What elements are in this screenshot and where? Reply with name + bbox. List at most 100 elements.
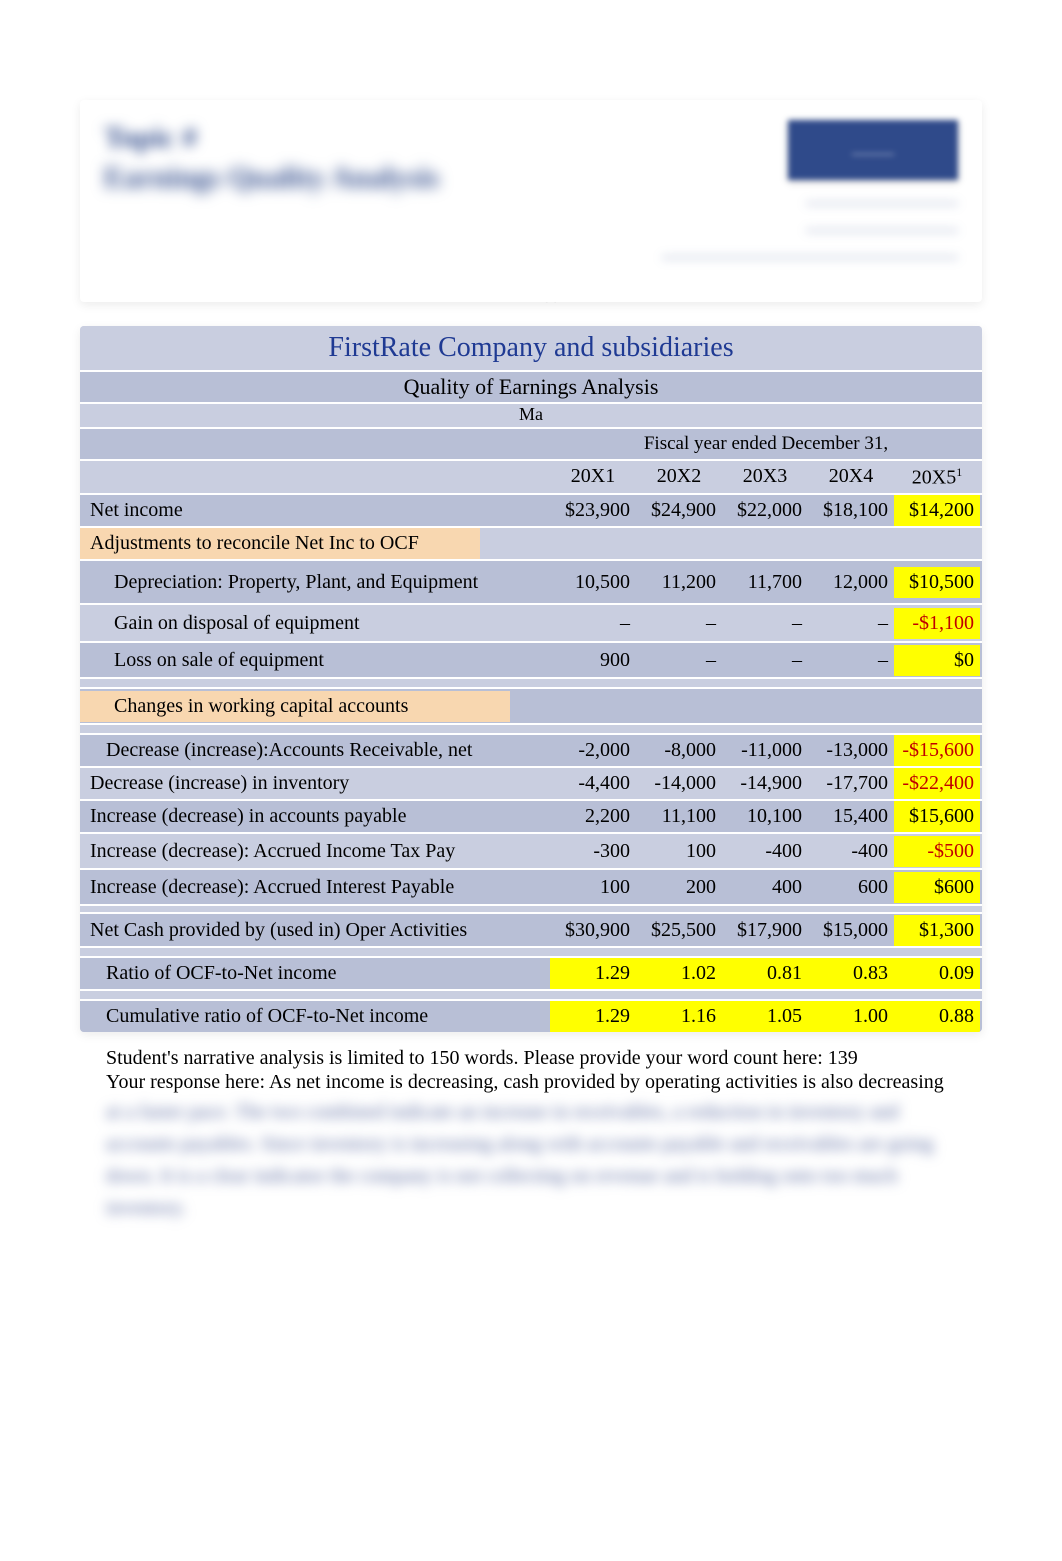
loss-x2: – <box>636 645 722 676</box>
label-int: Increase (decrease): Accrued Interest Pa… <box>80 872 550 903</box>
int-x2: 200 <box>636 872 722 903</box>
narrative-line-2: Your response here: As net income is dec… <box>106 1070 956 1094</box>
ar-x1: -2,000 <box>550 735 636 766</box>
spacer-5 <box>80 991 982 1001</box>
header-right-line-2: ___________________ <box>806 215 958 234</box>
cum-x2: 1.16 <box>636 1001 722 1032</box>
row-int: Increase (decrease): Accrued Interest Pa… <box>80 870 982 906</box>
ocf-x3: $17,900 <box>722 915 808 946</box>
ni-x4: $18,100 <box>808 495 894 526</box>
year-20x3: 20X3 <box>722 461 808 492</box>
row-net-income: Net income $23,900 $24,900 $22,000 $18,1… <box>80 495 982 528</box>
int-x5: $600 <box>894 872 980 903</box>
row-ratio: Ratio of OCF-to-Net income 1.29 1.02 0.8… <box>80 958 982 991</box>
ar-x3: -11,000 <box>722 735 808 766</box>
ap-x1: 2,200 <box>550 801 636 832</box>
narrative-block: Student's narrative analysis is limited … <box>80 1032 982 1244</box>
ratio-x4: 0.83 <box>808 958 894 989</box>
header-card: Topic # Earnings Quality Analysis ______… <box>80 100 982 302</box>
label-ap: Increase (decrease) in accounts payable <box>80 801 550 832</box>
row-ap: Increase (decrease) in accounts payable … <box>80 801 982 834</box>
row-tax: Increase (decrease): Accrued Income Tax … <box>80 834 982 870</box>
gain-x1: – <box>550 608 636 639</box>
row-ar: Decrease (increase):Accounts Receivable,… <box>80 735 982 768</box>
spacer-3 <box>80 906 982 914</box>
label-adj-header: Adjustments to reconcile Net Inc to OCF <box>80 528 480 559</box>
label-wc-header: Changes in working capital accounts <box>80 691 510 722</box>
row-ocf: Net Cash provided by (used in) Oper Acti… <box>80 914 982 948</box>
inv-x1: -4,400 <box>550 768 636 799</box>
loss-x1: 900 <box>550 645 636 676</box>
ratio-x2: 1.02 <box>636 958 722 989</box>
label-tax: Increase (decrease): Accrued Income Tax … <box>80 836 550 867</box>
row-inv: Decrease (increase) in inventory -4,400 … <box>80 768 982 801</box>
subtitle-text: Quality of Earnings Analysis <box>80 372 982 402</box>
gain-x4: – <box>808 608 894 639</box>
fiscal-year-row: Fiscal year ended December 31, <box>80 429 982 461</box>
inv-x2: -14,000 <box>636 768 722 799</box>
label-ocf: Net Cash provided by (used in) Oper Acti… <box>80 915 550 946</box>
ap-x3: 10,100 <box>722 801 808 832</box>
year-20x1: 20X1 <box>550 461 636 492</box>
loss-x4: – <box>808 645 894 676</box>
row-wc-header: Changes in working capital accounts <box>80 689 982 725</box>
row-gain: Gain on disposal of equipment – – – – -$… <box>80 605 982 643</box>
dep-x1: 10,500 <box>550 567 636 598</box>
header-right: ______ ___________________ _____________… <box>662 120 958 262</box>
label-depreciation: Depreciation: Property, Plant, and Equip… <box>80 567 550 598</box>
ni-x3: $22,000 <box>722 495 808 526</box>
tax-x1: -300 <box>550 836 636 867</box>
label-ratio: Ratio of OCF-to-Net income <box>80 958 550 989</box>
spacer-1 <box>80 679 982 689</box>
label-gain: Gain on disposal of equipment <box>80 608 550 639</box>
row-cum: Cumulative ratio of OCF-to-Net income 1.… <box>80 1001 982 1032</box>
dep-x3: 11,700 <box>722 567 808 598</box>
ocf-x2: $25,500 <box>636 915 722 946</box>
header-subtitle-blur: Earnings Quality Analysis <box>104 160 662 196</box>
blue-badge: ______ <box>788 120 958 180</box>
gain-x5: -$1,100 <box>894 608 980 639</box>
inv-x3: -14,900 <box>722 768 808 799</box>
dep-x4: 12,000 <box>808 567 894 598</box>
int-x1: 100 <box>550 872 636 903</box>
spacer-4 <box>80 948 982 958</box>
loss-x5: $0 <box>894 645 980 676</box>
ni-x5: $14,200 <box>894 495 980 526</box>
tiny-row: Ma <box>80 404 982 429</box>
year-header-row: 20X1 20X2 20X3 20X4 20X51 <box>80 461 982 496</box>
ocf-x4: $15,000 <box>808 915 894 946</box>
header-title-blur: Topic # <box>104 120 662 156</box>
ni-x1: $23,900 <box>550 495 636 526</box>
narrative-blur: at a faster pace. The two combined indic… <box>106 1096 956 1224</box>
year-20x5: 20X51 <box>894 461 980 494</box>
ar-x5: -$15,600 <box>894 735 980 766</box>
inv-x5: -$22,400 <box>894 768 980 799</box>
dep-x2: 11,200 <box>636 567 722 598</box>
loss-x3: – <box>722 645 808 676</box>
int-x4: 600 <box>808 872 894 903</box>
tax-x5: -$500 <box>894 836 980 867</box>
gain-x2: – <box>636 608 722 639</box>
header-right-line-1: ___________________ <box>806 188 958 207</box>
label-ar: Decrease (increase):Accounts Receivable,… <box>80 735 550 766</box>
inv-x4: -17,700 <box>808 768 894 799</box>
cum-x4: 1.00 <box>808 1001 894 1032</box>
label-inv: Decrease (increase) in inventory <box>80 768 550 799</box>
earnings-table: FirstRate Company and subsidiaries Quali… <box>80 326 982 1033</box>
ap-x4: 15,400 <box>808 801 894 832</box>
ar-x2: -8,000 <box>636 735 722 766</box>
tax-x2: 100 <box>636 836 722 867</box>
fiscal-year-label: Fiscal year ended December 31, <box>550 433 982 455</box>
int-x3: 400 <box>722 872 808 903</box>
cum-x5: 0.88 <box>894 1001 980 1032</box>
ratio-x3: 0.81 <box>722 958 808 989</box>
company-title-row: FirstRate Company and subsidiaries <box>80 326 982 372</box>
label-cum: Cumulative ratio of OCF-to-Net income <box>80 1001 550 1032</box>
tax-x3: -400 <box>722 836 808 867</box>
ratio-x5: 0.09 <box>894 958 980 989</box>
row-loss: Loss on sale of equipment 900 – – – $0 <box>80 643 982 679</box>
header-right-line-3: _____________________________________ <box>662 242 958 261</box>
row-adj-header: Adjustments to reconcile Net Inc to OCF <box>80 528 982 561</box>
ar-x4: -13,000 <box>808 735 894 766</box>
ocf-x5: $1,300 <box>894 915 980 946</box>
